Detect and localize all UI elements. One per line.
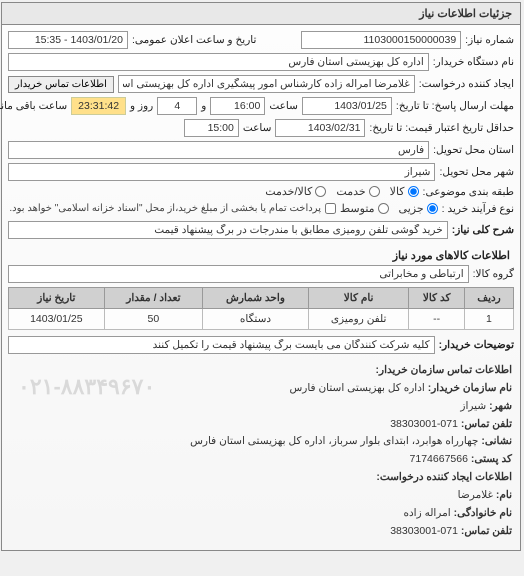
th-code: کد کالا (410, 288, 466, 309)
radio-goods[interactable]: کالا (391, 185, 420, 198)
deadline-time-input[interactable] (211, 97, 266, 115)
buyer-notes-label: توضیحات خریدار: (440, 339, 515, 351)
buy-type-group: جزیی متوسط (341, 202, 439, 215)
radio-partial-label: جزیی (400, 202, 425, 215)
th-name: نام کالا (309, 288, 409, 309)
buyer-notes-input[interactable] (9, 336, 436, 354)
th-unit: واحد شمارش (204, 288, 310, 309)
fname-label: نام: (497, 489, 513, 501)
price-until-date-input[interactable] (276, 119, 366, 137)
days-input[interactable] (158, 97, 198, 115)
price-until-label: حداقل تاریخ اعتبار قیمت: تا تاریخ: (370, 122, 515, 134)
contact-city: شیراز (461, 400, 487, 412)
radio-medium[interactable]: متوسط (341, 202, 390, 215)
province-label: استان محل تحویل: (434, 144, 515, 156)
topic-type-group: کالا خدمت کالا/خدمت (266, 185, 419, 198)
td-date: 1403/01/25 (10, 309, 106, 330)
radio-both[interactable]: کالا/خدمت (266, 185, 327, 198)
contact-org-label: نام سازمان خریدار: (429, 382, 513, 394)
countdown-timer: 23:31:42 (72, 97, 127, 115)
td-code: -- (410, 309, 466, 330)
goods-section-header: اطلاعات کالاهای مورد نیاز (9, 243, 515, 265)
contact-info-button[interactable]: اطلاعات تماس خریدار (9, 76, 115, 93)
countdown-suffix: ساعت باقی مانده (0, 100, 68, 112)
radio-both-label: کالا/خدمت (266, 185, 313, 198)
th-row: ردیف (465, 288, 514, 309)
lname-label: نام خانوادگی: (455, 507, 513, 519)
price-until-time-label: ساعت (244, 122, 273, 134)
contact-postcode: 7174667566 (411, 453, 469, 465)
radio-goods-label: کالا (391, 185, 406, 198)
deadline-time-label: ساعت (270, 100, 299, 112)
radio-medium-label: متوسط (341, 202, 376, 215)
need-details-panel: جزئیات اطلاعات نیاز شماره نیاز: تاریخ و … (2, 2, 522, 551)
group-label: گروه کالا: (474, 268, 515, 280)
treasury-checkbox[interactable] (326, 203, 337, 214)
contact-phone: 071-38303001 (391, 418, 459, 430)
td-qty: 50 (105, 309, 203, 330)
td-row: 1 (465, 309, 514, 330)
need-no-label: شماره نیاز: (466, 34, 515, 46)
city-label: شهر محل تحویل: (440, 166, 515, 178)
goods-table: ردیف کد کالا نام کالا واحد شمارش تعداد /… (9, 287, 515, 330)
days-suffix: روز و (131, 100, 154, 112)
table-header-row: ردیف کد کالا نام کالا واحد شمارش تعداد /… (10, 288, 515, 309)
cphone-label: تلفن تماس: (462, 525, 513, 537)
td-name: تلفن رومیزی (309, 309, 409, 330)
fname: غلامرضا (459, 489, 494, 501)
th-qty: تعداد / مقدار (105, 288, 203, 309)
deadline-date-input[interactable] (303, 97, 393, 115)
creator-input[interactable] (119, 75, 416, 93)
need-no-input[interactable] (302, 31, 462, 49)
deadline-date-label: مهلت ارسال پاسخ: تا تاریخ: (397, 100, 515, 112)
radio-partial[interactable]: جزیی (400, 202, 439, 215)
contact-info-block: ۰۲۱-۸۸۳۴۹۶۷۰ اطلاعات تماس سازمان خریدار:… (9, 358, 515, 544)
lname: امراله زاده (404, 507, 451, 519)
td-unit: دستگاه (204, 309, 310, 330)
topic-type-label: طبقه بندی موضوعی: (424, 186, 515, 198)
creator-label: ایجاد کننده درخواست: (420, 78, 515, 90)
radio-both-input[interactable] (316, 186, 327, 197)
announce-label: تاریخ و ساعت اعلان عمومی: (133, 34, 257, 46)
announce-input[interactable] (9, 31, 129, 49)
radio-medium-input[interactable] (379, 203, 390, 214)
contact-phone-label: تلفن تماس: (462, 418, 513, 430)
buy-type-label: نوع فرآیند خرید : (443, 203, 515, 215)
radio-partial-input[interactable] (428, 203, 439, 214)
th-date: تاریخ نیاز (10, 288, 106, 309)
panel-body: شماره نیاز: تاریخ و ساعت اعلان عمومی: نا… (3, 25, 521, 550)
days-and-label: و (202, 100, 207, 112)
contact-postcode-label: کد پستی: (472, 453, 513, 465)
need-title-input[interactable] (9, 221, 449, 239)
contact-city-label: شهر: (490, 400, 513, 412)
contact-header: اطلاعات تماس سازمان خریدار: (377, 364, 513, 376)
org-input[interactable] (9, 53, 430, 71)
need-title-label: شرح کلی نیاز: (453, 224, 515, 236)
cphone: 071-38303001 (391, 525, 459, 537)
contact-address: چهارراه هوابرد، ابتدای بلوار سرباز، ادار… (191, 435, 479, 447)
group-input[interactable] (9, 265, 470, 283)
panel-title: جزئیات اطلاعات نیاز (3, 3, 521, 25)
buy-note: پرداخت تمام یا بخشی از مبلغ خرید،از محل … (10, 203, 322, 214)
contact-address-label: نشانی: (482, 435, 513, 447)
radio-service[interactable]: خدمت (337, 185, 380, 198)
radio-service-label: خدمت (337, 185, 366, 198)
province-input[interactable] (9, 141, 430, 159)
contact-org: اداره کل بهزیستی استان فارس (290, 382, 425, 394)
creator-header: اطلاعات ایجاد کننده درخواست: (377, 471, 513, 483)
table-row[interactable]: 1 -- تلفن رومیزی دستگاه 50 1403/01/25 (10, 309, 515, 330)
radio-goods-input[interactable] (409, 186, 420, 197)
org-label: نام دستگاه خریدار: (434, 56, 515, 68)
price-until-time-input[interactable] (185, 119, 240, 137)
city-input[interactable] (9, 163, 436, 181)
radio-service-input[interactable] (370, 186, 381, 197)
